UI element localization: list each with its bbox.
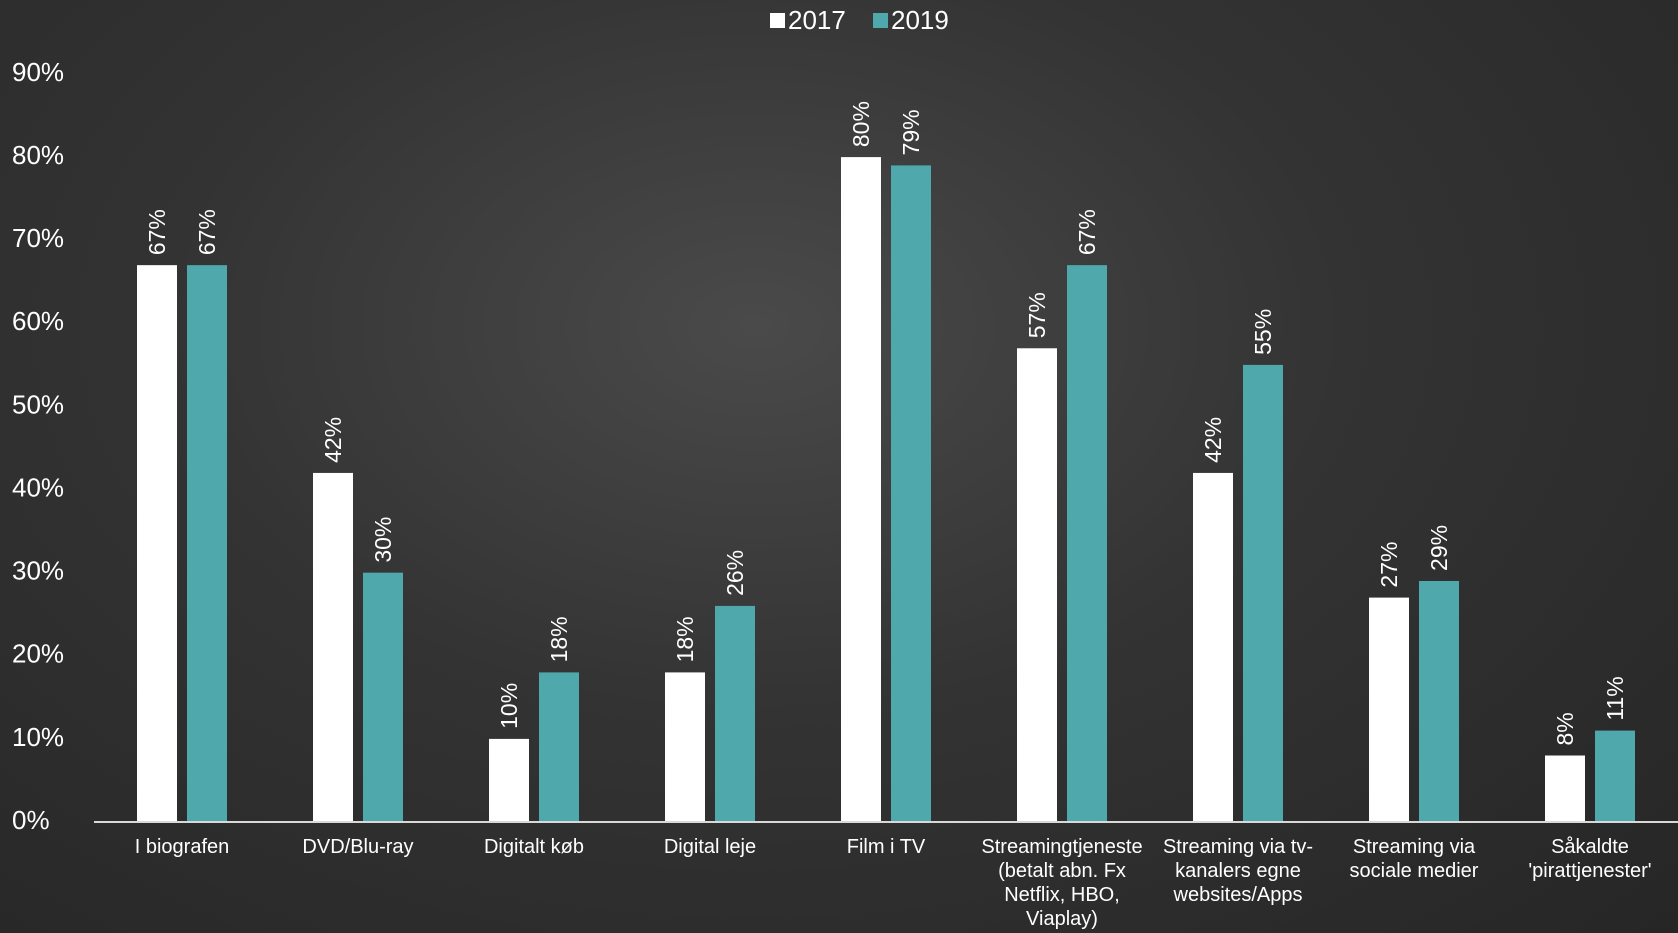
value-label: 80% <box>848 101 874 147</box>
bar <box>489 738 529 822</box>
x-tick-label: Digitalt køb <box>483 836 585 858</box>
bar <box>187 265 227 823</box>
x-tick-label: Streaming via sociale medier <box>1349 836 1479 882</box>
x-tick-label: Film i TV <box>846 836 926 858</box>
y-tick-label: 30% <box>12 556 64 586</box>
value-label: 30% <box>370 517 396 563</box>
value-label: 26% <box>722 550 748 596</box>
bar <box>1595 730 1635 822</box>
value-label: 18% <box>546 616 572 662</box>
bar <box>665 672 705 822</box>
bar <box>1419 580 1459 822</box>
legend-swatch <box>770 13 785 28</box>
x-tick-label: I biografen <box>134 836 230 858</box>
bar <box>1545 755 1585 822</box>
bar <box>715 605 755 822</box>
bar <box>1067 265 1107 823</box>
value-label: 57% <box>1024 292 1050 338</box>
value-label: 67% <box>144 209 170 255</box>
x-tick-label: Digital leje <box>663 836 757 858</box>
bar <box>1017 348 1057 822</box>
bar <box>363 572 403 822</box>
bar <box>1193 472 1233 822</box>
value-label: 55% <box>1250 309 1276 355</box>
value-label: 8% <box>1552 712 1578 745</box>
bar <box>1243 364 1283 822</box>
value-label: 11% <box>1602 676 1628 720</box>
bar <box>137 265 177 823</box>
value-label: 29% <box>1426 525 1452 571</box>
y-tick-label: 70% <box>12 223 64 253</box>
legend-swatch <box>873 13 888 28</box>
y-tick-label: 60% <box>12 306 64 336</box>
value-label: 27% <box>1376 542 1402 588</box>
bar <box>313 472 353 822</box>
y-tick-label: 50% <box>12 389 64 419</box>
bar <box>891 165 931 822</box>
x-tick-label: DVD/Blu-ray <box>302 836 414 858</box>
x-tick-label: Streaming via tv-kanalers egne websites/… <box>1162 836 1314 906</box>
value-label: 67% <box>194 209 220 255</box>
bar <box>841 157 881 823</box>
value-label: 42% <box>320 417 346 463</box>
y-tick-label: 10% <box>12 722 64 752</box>
y-tick-label: 40% <box>12 472 64 502</box>
value-label: 67% <box>1074 209 1100 255</box>
x-tick-label: Såkaldte 'pirattjenester' <box>1528 836 1652 882</box>
legend-label: 2019 <box>891 5 949 35</box>
x-tick-label: Streamingtjeneste (betalt abn. Fx Netfli… <box>981 836 1143 930</box>
bar <box>539 672 579 822</box>
y-tick-label: 0% <box>12 805 50 835</box>
bar <box>1369 597 1409 822</box>
y-tick-label: 80% <box>12 140 64 170</box>
value-label: 79% <box>898 109 924 155</box>
value-label: 42% <box>1200 417 1226 463</box>
value-label: 18% <box>672 616 698 662</box>
y-tick-label: 90% <box>12 57 64 87</box>
value-label: 10% <box>496 683 522 729</box>
y-tick-label: 20% <box>12 639 64 669</box>
legend-label: 2017 <box>788 5 846 35</box>
